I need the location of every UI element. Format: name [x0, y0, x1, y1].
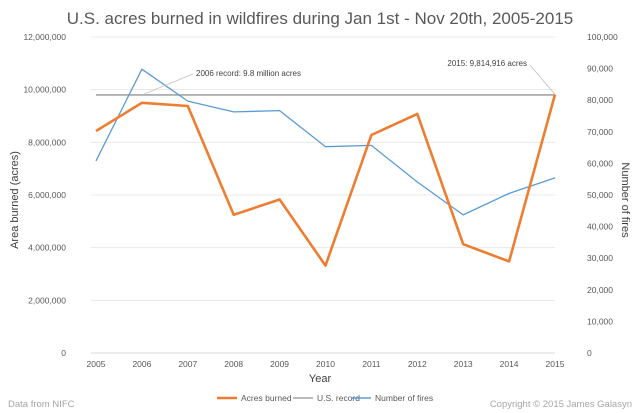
legend-label-u-s-record: U.S. record [317, 393, 360, 403]
series-line-number-of-fires [95, 68, 556, 216]
y2-tick-label: 20,000 [587, 285, 613, 295]
gridlines [91, 36, 555, 301]
chart-title: U.S. acres burned in wildfires during Ja… [67, 9, 574, 28]
x-tick-label: 2005 [87, 359, 106, 369]
x-tick-label: 2015 [546, 359, 565, 369]
x-tick-label: 2009 [270, 359, 289, 369]
y2-tick-label: 80,000 [587, 95, 613, 105]
annotation-leader [141, 73, 194, 96]
legend-label-number-of-fires: Number of fires [375, 393, 433, 403]
annotation-2006-record: 2006 record: 9.8 million acres [196, 69, 301, 78]
series-line-acres-burned [95, 94, 557, 267]
x-tick-label: 2008 [224, 359, 243, 369]
x-tick-label: 2010 [316, 359, 335, 369]
y-tick-label: 12,000,000 [23, 32, 66, 42]
annotation-leader [529, 64, 556, 95]
y2-tick-label: 10,000 [587, 316, 613, 326]
y2-tick-label: 70,000 [587, 127, 613, 137]
x-tick-label: 2006 [132, 359, 151, 369]
x-tick-label: 2012 [408, 359, 427, 369]
y2-tick-label: 100,000 [587, 32, 618, 42]
y-axis-title: Area burned (acres) [9, 151, 21, 249]
source-note: Data from NIFC [8, 399, 75, 410]
x-axis-ticks: 2005 2006 2007 2008 2009 2010 2011 2012 2013 2014… [87, 359, 565, 369]
y-tick-label: 2,000,000 [28, 295, 66, 305]
y-tick-label: 4,000,000 [28, 243, 66, 253]
y2-tick-label: 50,000 [587, 190, 613, 200]
legend-label-acres-burned: Acres burned [241, 393, 292, 403]
y-tick-label: 10,000,000 [23, 85, 66, 95]
annotations: 2006 record: 9.8 million acres 2015: 9,81… [141, 59, 556, 96]
x-axis-title: Year [309, 373, 332, 385]
y-tick-label: 0 [61, 348, 66, 358]
y-tick-label: 6,000,000 [28, 190, 66, 200]
legend: Acres burned U.S. record Number of fires [217, 393, 433, 403]
x-tick-label: 2011 [362, 359, 381, 369]
annotation-2015-value: 2015: 9,814,916 acres [447, 59, 527, 68]
y-tick-label: 8,000,000 [28, 137, 66, 147]
x-tick-label: 2013 [454, 359, 473, 369]
series-lines [95, 68, 557, 267]
y2-axis-ticks: 0 10,000 20,000 30,000 40,000 50,000 60,000 70,… [587, 32, 618, 358]
y2-tick-label: 90,000 [587, 64, 613, 74]
y2-tick-label: 0 [587, 348, 592, 358]
y2-tick-label: 30,000 [587, 253, 613, 263]
x-tick-label: 2007 [178, 359, 197, 369]
y2-tick-label: 40,000 [587, 222, 613, 232]
y2-axis-title: Number of fires [619, 162, 631, 238]
y2-tick-label: 60,000 [587, 158, 613, 168]
y-axis-ticks: 0 2,000,000 4,000,000 6,000,000 8,000,000 10,… [23, 32, 66, 358]
copyright-note: Copyright © 2015 James Galasyn [490, 399, 632, 410]
x-tick-label: 2014 [500, 359, 519, 369]
